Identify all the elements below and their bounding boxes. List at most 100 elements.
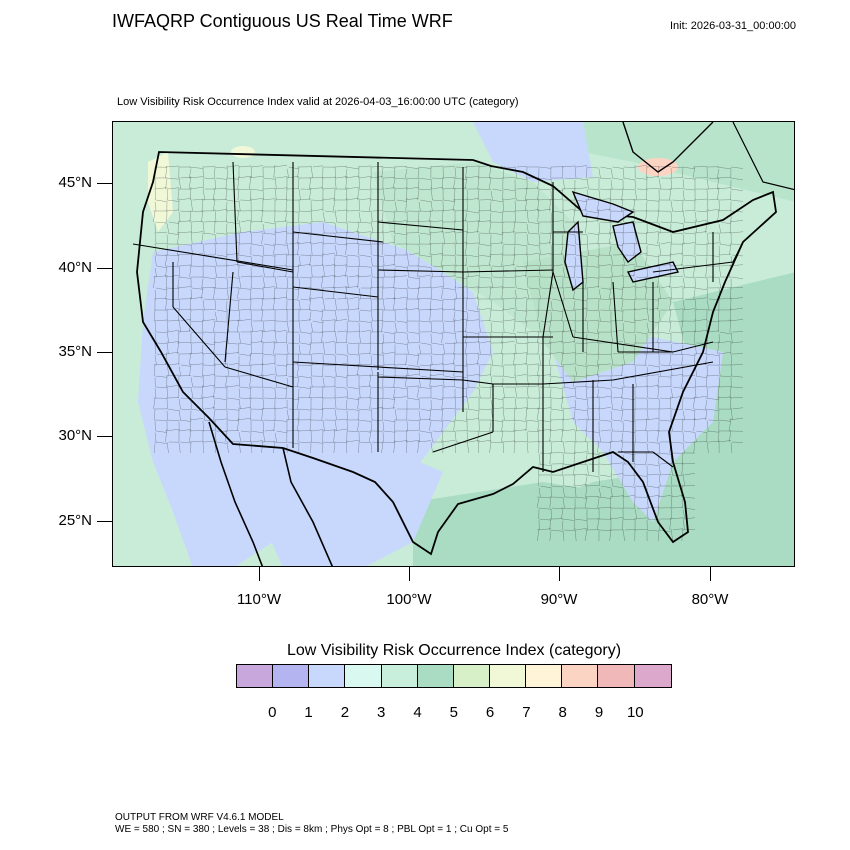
county-line: [718, 430, 732, 443]
county-line: [286, 298, 300, 311]
county-line: [537, 331, 552, 344]
county-line: [682, 232, 696, 245]
county-line: [477, 243, 492, 256]
county-line: [478, 386, 492, 399]
county-line: [382, 276, 396, 289]
county-line: [357, 265, 372, 278]
county-line: [598, 276, 612, 289]
county-line: [405, 353, 420, 366]
county-line: [549, 198, 564, 212]
county-line: [286, 397, 300, 410]
county-line: [729, 264, 744, 278]
colorbar-swatch-11: [634, 665, 671, 687]
county-line: [633, 474, 648, 487]
lake-michigan: [564, 220, 584, 292]
county-line: [188, 176, 204, 190]
county-line: [634, 319, 648, 333]
county-line: [610, 430, 624, 443]
county-line: [418, 177, 432, 190]
county-line: [262, 386, 276, 399]
county-line: [622, 209, 636, 223]
county-line: [585, 276, 600, 289]
county-line: [550, 408, 564, 421]
county-line: [502, 440, 516, 454]
county-line: [322, 429, 336, 443]
county-line: [574, 397, 588, 410]
county-line: [298, 254, 312, 267]
county-line: [693, 441, 708, 454]
county-line: [166, 329, 180, 344]
county-line: [526, 363, 540, 377]
county-line: [586, 408, 600, 421]
county-line: [382, 375, 396, 388]
county-line: [694, 353, 708, 366]
colorbar-swatch-7: [489, 665, 527, 687]
county-line: [442, 199, 456, 212]
county-line: [550, 210, 564, 223]
county-line: [238, 219, 252, 234]
county-line: [670, 177, 684, 190]
county-line: [490, 386, 504, 399]
county-line: [154, 254, 168, 267]
county-line: [646, 441, 660, 454]
county-line: [250, 298, 264, 311]
county-line: [166, 308, 180, 322]
county-line: [454, 330, 468, 344]
county-line: [286, 331, 300, 344]
county-line: [465, 331, 480, 344]
county-line: [418, 232, 432, 245]
county-line: [466, 265, 480, 278]
county-line: [358, 408, 372, 421]
us-outline: [136, 151, 777, 556]
county-line: [562, 529, 576, 542]
county-line: [466, 408, 480, 421]
county-line: [274, 210, 288, 223]
county-line: [586, 397, 600, 410]
county-line: [370, 276, 384, 289]
county-line: [501, 430, 516, 443]
county-line: [466, 309, 480, 322]
county-line: [177, 188, 192, 201]
county-line: [214, 441, 228, 454]
county-line: [538, 440, 552, 454]
county-line: [322, 198, 336, 212]
county-line: [586, 210, 600, 223]
county-line: [550, 397, 564, 410]
county-line: [634, 496, 648, 509]
county-line: [322, 375, 336, 388]
county-line: [573, 474, 588, 487]
county-line: [645, 452, 660, 465]
county-line: [273, 165, 288, 179]
county-line: [381, 407, 396, 421]
county-line: [502, 166, 516, 179]
county-line: [154, 342, 168, 355]
county-line: [610, 341, 624, 355]
county-line: [622, 331, 636, 344]
county-line: [718, 331, 732, 344]
lon-label-100: 100°W: [386, 591, 432, 608]
county-line: [706, 330, 720, 344]
county-line: [633, 463, 648, 476]
county-line: [621, 430, 636, 443]
county-line: [694, 243, 708, 256]
county-line: [562, 320, 576, 333]
county-line: [202, 166, 216, 179]
county-line: [526, 430, 540, 443]
colorbar-swatch-10: [598, 665, 635, 687]
county-line: [730, 297, 744, 311]
county-line: [622, 274, 636, 289]
county-line: [226, 320, 240, 333]
county-line: [597, 331, 612, 344]
county-line: [526, 397, 540, 410]
county-line: [262, 373, 276, 388]
county-line: [526, 341, 540, 355]
county-line: [454, 187, 468, 201]
county-line: [453, 375, 468, 388]
county-line: [226, 362, 240, 377]
county-line: [490, 242, 504, 256]
county-line: [549, 351, 564, 366]
county-line: [429, 408, 444, 421]
county-line: [346, 210, 360, 223]
county-line: [430, 165, 444, 179]
county-line: [250, 430, 264, 443]
